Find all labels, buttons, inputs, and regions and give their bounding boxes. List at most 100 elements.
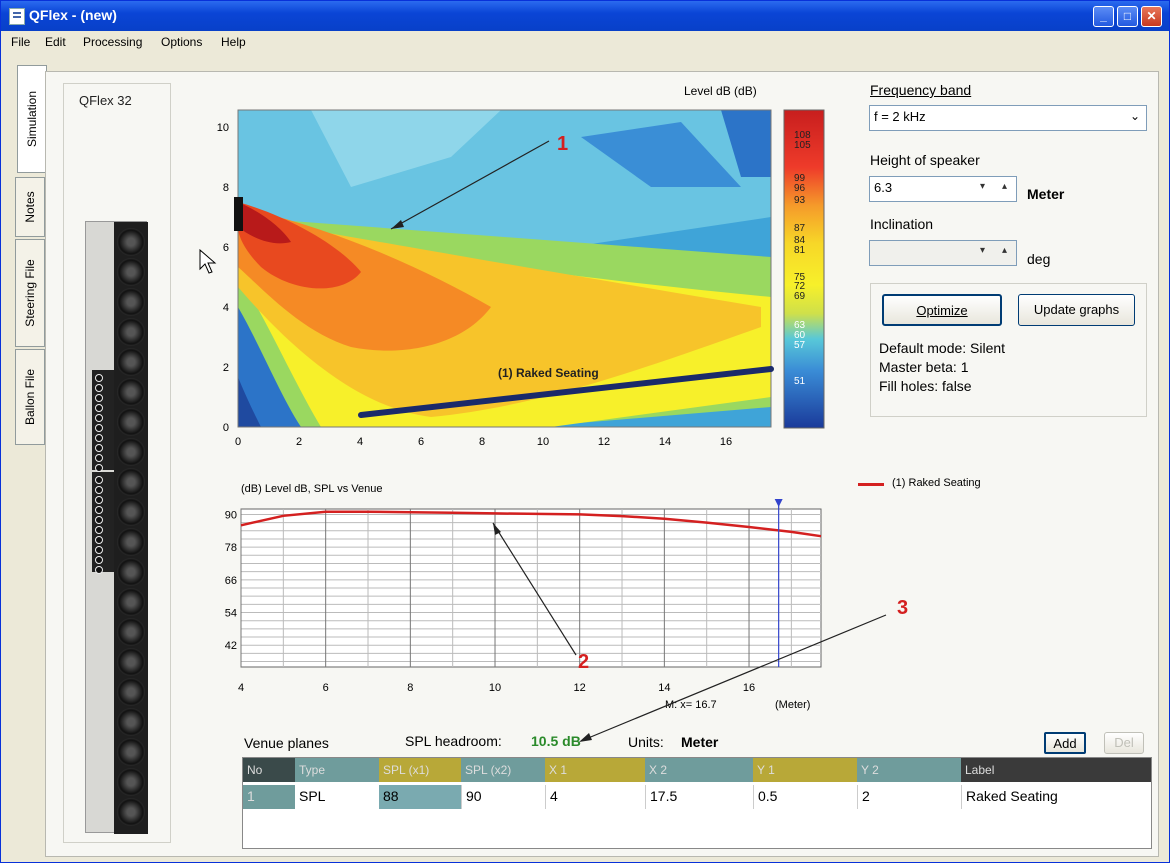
legend-swatch-raked-seating — [858, 483, 884, 486]
chart-x-tick: 14 — [658, 682, 670, 694]
tab-simulation[interactable]: Simulation — [17, 65, 47, 173]
annotation-arrowhead-1 — [391, 220, 404, 229]
tweeter-dot — [95, 424, 103, 432]
speaker-driver-column — [114, 222, 148, 834]
color-scale-label: 51 — [794, 376, 806, 387]
menu-options[interactable]: Options — [161, 35, 203, 49]
speaker-box — [63, 83, 171, 843]
cell-spl-x2[interactable]: 90 — [461, 785, 545, 809]
tweeter-dot — [95, 496, 103, 504]
status-master-beta: Master beta: 1 — [879, 359, 969, 375]
tweeter-dot — [95, 516, 103, 524]
inclination-spin-down-icon[interactable]: ▾ — [980, 245, 986, 256]
update-graphs-button[interactable]: Update graphs — [1018, 294, 1135, 326]
units-value: Meter — [681, 734, 719, 750]
cell-x1[interactable]: 4 — [545, 785, 645, 809]
update-graphs-button-label: Update graphs — [1033, 302, 1120, 317]
tweeter-dot — [95, 384, 103, 392]
annotation-2: 2 — [578, 651, 590, 673]
colormap-y-tick: 8 — [223, 182, 229, 194]
optimize-button[interactable]: Optimize — [882, 294, 1002, 326]
status-fill-holes: Fill holes: false — [879, 378, 972, 394]
color-scale-label: 69 — [794, 291, 806, 302]
menu-help[interactable]: Help — [221, 35, 246, 49]
spin-up-icon[interactable]: ▴ — [1002, 181, 1008, 192]
chart-x-axis: 4 6 8 10 12 14 16 — [238, 682, 755, 694]
cell-x2[interactable]: 17.5 — [645, 785, 753, 809]
color-scale-label: 75 — [794, 272, 806, 283]
chart-marker-readout: M: x= 16.7 — [665, 699, 717, 711]
cell-no[interactable]: 1 — [243, 785, 295, 809]
spin-down-icon[interactable]: ▾ — [980, 181, 986, 192]
chart-x-tick: 16 — [743, 682, 755, 694]
colormap-x-tick: 4 — [357, 436, 363, 448]
col-header-x1[interactable]: X 1 — [545, 758, 645, 782]
cell-spl-x1[interactable]: 88 — [379, 785, 461, 809]
color-scale-bar — [783, 109, 825, 429]
maximize-button[interactable]: □ — [1117, 6, 1138, 27]
frequency-band-select[interactable]: f = 2 kHz ⌄ — [869, 105, 1147, 131]
tweeter-dot — [95, 566, 103, 574]
annotation-arrow-1 — [390, 140, 550, 230]
tweeter-dot — [95, 536, 103, 544]
speaker-driver — [117, 558, 145, 586]
menu-file[interactable]: File — [11, 35, 31, 49]
height-of-speaker-input[interactable]: 6.3 — [869, 176, 1017, 202]
del-button-label: Del — [1114, 735, 1134, 750]
menu-edit[interactable]: Edit — [45, 35, 66, 49]
color-scale-label: 99 — [794, 173, 806, 184]
colormap-y-axis: 10 8 6 4 2 0 — [217, 122, 229, 434]
del-button[interactable]: Del — [1104, 732, 1144, 754]
frequency-band-value: f = 2 kHz — [874, 109, 926, 124]
speaker-driver — [117, 288, 145, 316]
colormap-title: Level dB (dB) — [684, 84, 757, 98]
tab-notes[interactable]: Notes — [15, 177, 45, 237]
tweeter-dot — [95, 434, 103, 442]
colormap-y-tick: 4 — [223, 302, 229, 314]
annotation-arrow-2 — [492, 522, 577, 656]
col-header-type[interactable]: Type — [295, 758, 379, 782]
colormap-frame — [237, 109, 772, 428]
cell-y1[interactable]: 0.5 — [753, 785, 857, 809]
tab-ballon-file[interactable]: Ballon File — [15, 349, 45, 445]
color-scale-label: 105 — [794, 140, 811, 151]
add-button-label: Add — [1053, 736, 1077, 751]
cell-label[interactable]: Raked Seating — [961, 785, 1151, 809]
tab-steering-file[interactable]: Steering File — [15, 239, 45, 347]
colormap-y-tick: 6 — [223, 242, 229, 254]
minimize-button[interactable]: _ — [1093, 6, 1114, 27]
tweeter-dot — [95, 546, 103, 554]
col-header-spl-x1[interactable]: SPL (x1) — [379, 758, 461, 782]
cell-type[interactable]: SPL — [299, 788, 326, 804]
col-header-y2[interactable]: Y 2 — [857, 758, 961, 782]
add-button[interactable]: Add — [1044, 732, 1086, 754]
color-scale-label: 108 — [794, 130, 811, 141]
tweeter-dot — [95, 454, 103, 462]
col-header-spl-x2[interactable]: SPL (x2) — [461, 758, 545, 782]
col-header-label[interactable]: Label — [961, 758, 1151, 782]
col-header-x2[interactable]: X 2 — [645, 758, 753, 782]
chart-cursor-marker-head — [774, 499, 783, 507]
colormap-x-tick: 16 — [720, 436, 732, 448]
colormap-x-tick: 6 — [418, 436, 424, 448]
speaker-driver — [117, 678, 145, 706]
tweeter-dot — [95, 464, 103, 472]
chart-x-tick: 6 — [323, 682, 329, 694]
inclination-input[interactable] — [869, 240, 1017, 266]
chart-grid — [240, 508, 822, 668]
menu-processing[interactable]: Processing — [83, 35, 143, 49]
tweeter-dot — [95, 556, 103, 564]
cell-y2[interactable]: 2 — [857, 785, 961, 809]
col-header-y1[interactable]: Y 1 — [753, 758, 857, 782]
speaker-array-image — [85, 221, 148, 834]
chevron-down-icon: ⌄ — [1129, 109, 1140, 123]
inclination-spin-up-icon[interactable]: ▴ — [1002, 245, 1008, 256]
optimize-button-label: Optimize — [916, 303, 968, 318]
close-button[interactable]: ✕ — [1141, 6, 1162, 27]
speaker-driver — [117, 498, 145, 526]
col-header-no[interactable]: No — [243, 758, 295, 782]
spl-headroom-value: 10.5 dB — [531, 733, 581, 749]
window-title: QFlex - (new) — [29, 7, 117, 23]
